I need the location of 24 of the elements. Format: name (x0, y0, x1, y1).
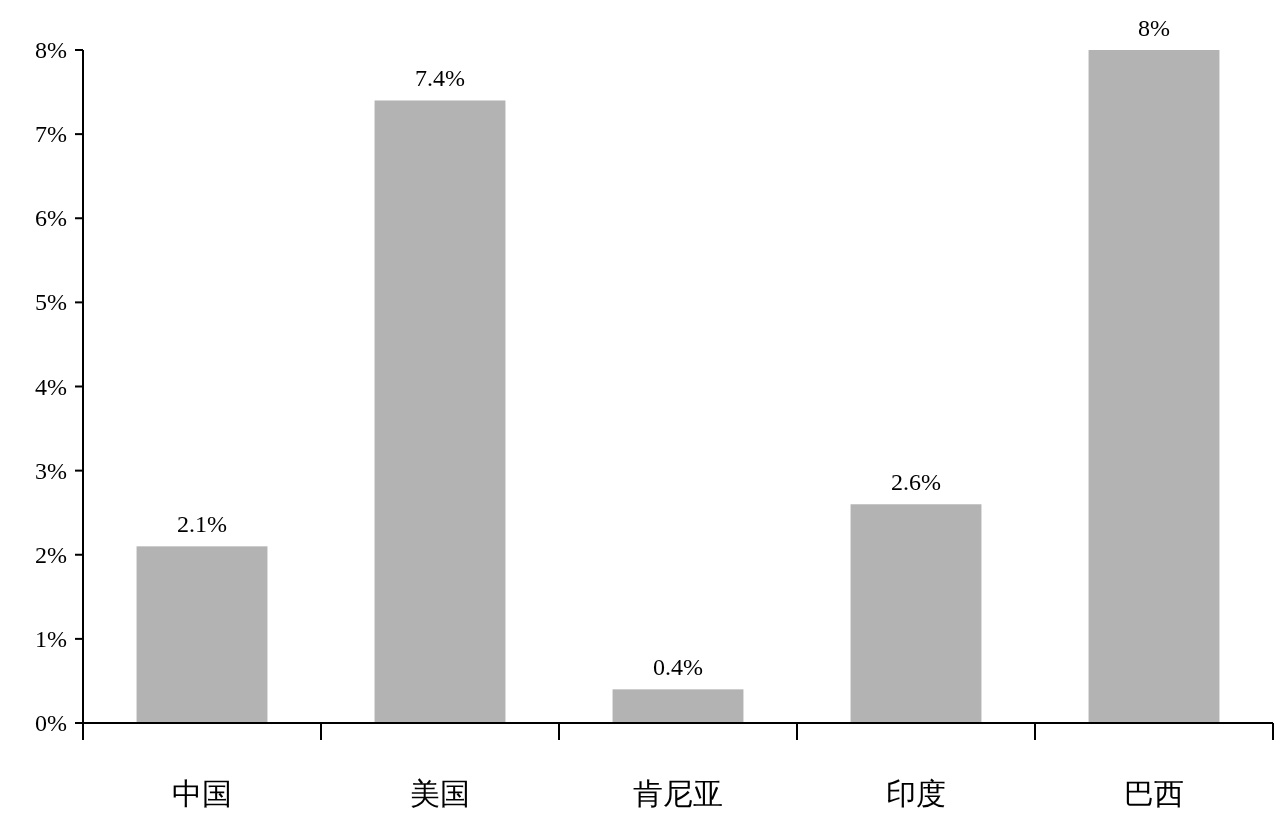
y-tick-label: 4% (35, 373, 67, 400)
bar (374, 100, 506, 723)
y-tick-label: 6% (35, 205, 67, 232)
bar (136, 546, 268, 723)
y-tick-label: 0% (35, 710, 67, 736)
x-tick-label: 美国 (410, 777, 470, 810)
x-tick-label: 中国 (172, 777, 232, 810)
y-tick-label: 2% (35, 541, 67, 568)
y-tick-label: 8% (35, 37, 67, 63)
x-tick-label: 肯尼亚 (633, 777, 723, 810)
y-tick-label: 7% (35, 121, 67, 148)
y-tick-label: 3% (35, 457, 67, 484)
data-label: 2.6% (891, 469, 941, 496)
data-label: 2.1% (177, 511, 227, 538)
x-tick-label: 巴西 (1124, 777, 1184, 810)
data-label: 8% (1138, 15, 1170, 41)
y-tick-label: 5% (35, 289, 67, 316)
bar (612, 689, 744, 723)
y-tick-label: 1% (35, 625, 67, 652)
data-label: 7.4% (415, 65, 465, 92)
data-label: 0.4% (653, 654, 703, 681)
bar (1088, 50, 1220, 723)
x-tick-label: 印度 (886, 777, 946, 810)
bar (850, 504, 982, 723)
